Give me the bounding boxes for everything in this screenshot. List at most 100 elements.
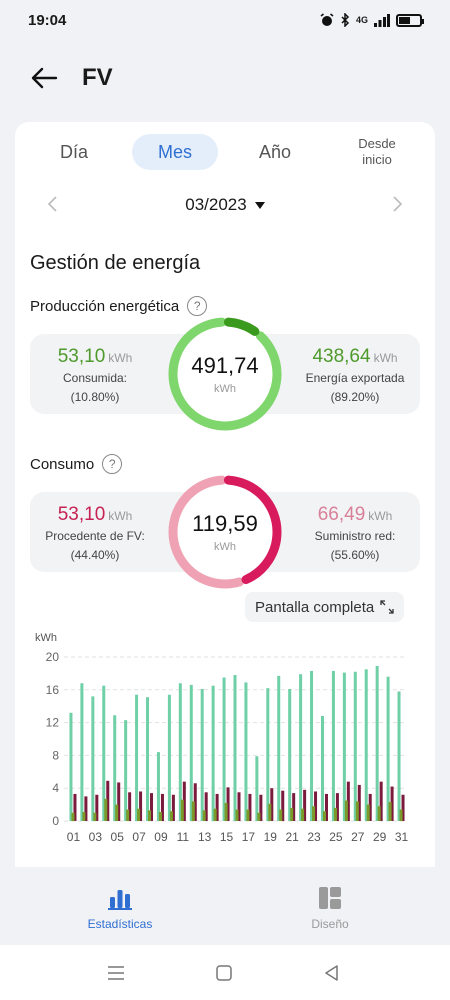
bar <box>375 666 379 821</box>
production-self-arc <box>168 317 282 431</box>
bar <box>377 806 381 821</box>
network-type: 4G <box>355 15 368 25</box>
nav-statistics[interactable]: Estadísticas <box>50 881 190 931</box>
x-tick-label: 01 <box>67 830 81 844</box>
bar <box>124 720 128 821</box>
bar <box>259 794 263 821</box>
home-icon[interactable] <box>214 963 234 983</box>
bar <box>113 715 117 821</box>
x-tick-label: 07 <box>132 830 146 844</box>
bar <box>270 788 274 821</box>
bar <box>255 756 259 821</box>
bar <box>169 811 173 821</box>
bar <box>401 794 405 821</box>
tab-month[interactable]: Mes <box>132 134 218 170</box>
bar <box>277 675 281 821</box>
x-tick-label: 05 <box>111 830 125 844</box>
bar <box>182 781 186 821</box>
bar <box>91 696 95 821</box>
y-tick-label: 16 <box>46 683 60 697</box>
bar <box>146 697 150 821</box>
tab-since-start[interactable]: Desde inicio <box>358 136 396 167</box>
bar <box>202 810 206 821</box>
bar <box>386 676 390 821</box>
y-tick-label: 20 <box>46 650 60 664</box>
bar <box>237 792 241 821</box>
bar <box>310 670 314 821</box>
status-bar: 19:04 4G <box>0 0 450 40</box>
bar <box>137 808 141 821</box>
y-tick-label: 8 <box>52 748 59 762</box>
nav-design[interactable]: Diseño <box>260 881 400 931</box>
y-axis-unit-label: kWh <box>35 632 57 644</box>
bar <box>233 675 237 821</box>
bar <box>213 808 217 821</box>
x-tick-label: 29 <box>373 830 387 844</box>
bar <box>193 783 197 821</box>
bar <box>268 803 272 821</box>
alarm-icon <box>320 13 334 26</box>
fullscreen-button[interactable]: Pantalla completa <box>245 592 405 622</box>
daily-energy-chart: kWh 0 4 8 12 16 20 01 03 05 07 09 11 13 15 17 19 21 23 25 27… <box>15 627 435 867</box>
bar <box>397 691 401 821</box>
bar <box>115 804 119 821</box>
chevron-right-icon[interactable] <box>387 194 407 214</box>
nav-statistics-label: Estadísticas <box>87 917 153 931</box>
back-arrow-icon[interactable] <box>30 63 60 93</box>
system-nav-bar <box>0 945 450 1000</box>
bar <box>344 800 348 821</box>
x-tick-label: 23 <box>307 830 321 844</box>
bar <box>290 807 294 821</box>
bar <box>281 790 285 821</box>
chevron-left-icon[interactable] <box>43 194 63 214</box>
bar <box>355 801 359 821</box>
bar <box>333 807 337 821</box>
bar <box>303 789 307 821</box>
date-picker[interactable]: 03/2023 <box>15 195 435 215</box>
bar <box>331 670 335 821</box>
bar <box>248 793 252 821</box>
bar <box>235 809 239 821</box>
consumption-from-grid: 66,49 kWh Suministro red: (55.60%) <box>314 504 396 562</box>
production-total: 491,74 <box>191 353 259 378</box>
x-tick-label: 15 <box>220 830 234 844</box>
x-tick-label: 03 <box>89 830 103 844</box>
bar <box>399 809 403 821</box>
bar <box>160 793 164 821</box>
x-tick-label: 21 <box>285 830 299 844</box>
bar <box>135 694 139 821</box>
bottom-nav: Estadísticas Diseño <box>0 867 450 945</box>
battery-icon <box>396 13 424 27</box>
tab-day[interactable]: Día <box>59 141 88 162</box>
x-tick-label: 19 <box>264 830 278 844</box>
back-triangle-icon[interactable] <box>322 963 342 983</box>
bar <box>148 810 152 821</box>
bar <box>226 787 230 821</box>
bar <box>353 671 357 821</box>
bar <box>200 688 204 821</box>
bar <box>257 812 261 821</box>
consumption-total: 119,59 <box>192 511 258 536</box>
bar <box>299 674 303 821</box>
bar <box>126 809 130 821</box>
help-icon[interactable]: ? <box>187 296 208 316</box>
bar <box>390 786 394 821</box>
bar <box>388 802 392 821</box>
y-tick-label: 4 <box>52 781 59 795</box>
bar <box>102 685 106 821</box>
bar <box>106 780 110 821</box>
menu-icon[interactable] <box>106 963 126 983</box>
nav-design-label: Diseño <box>311 917 349 931</box>
bar-chart-svg: kWh 0 4 8 12 16 20 01 03 05 07 09 11 13 15 17 19 21 23 25 27… <box>35 632 409 844</box>
tab-year[interactable]: Año <box>258 141 292 162</box>
x-tick-label: 31 <box>395 830 409 844</box>
bar <box>139 791 143 821</box>
help-icon[interactable]: ? <box>102 454 123 474</box>
bluetooth-icon <box>341 13 350 27</box>
energy-card: Día Mes Año Desde inicio 03/2023 Gestión… <box>15 122 435 867</box>
consumption-from-pv: 53,10 kWh Procedente de FV: (44.40%) <box>45 504 145 562</box>
bar <box>215 793 219 821</box>
bar <box>80 683 84 821</box>
status-time: 19:04 <box>28 11 67 29</box>
x-tick-label: 11 <box>177 830 190 844</box>
